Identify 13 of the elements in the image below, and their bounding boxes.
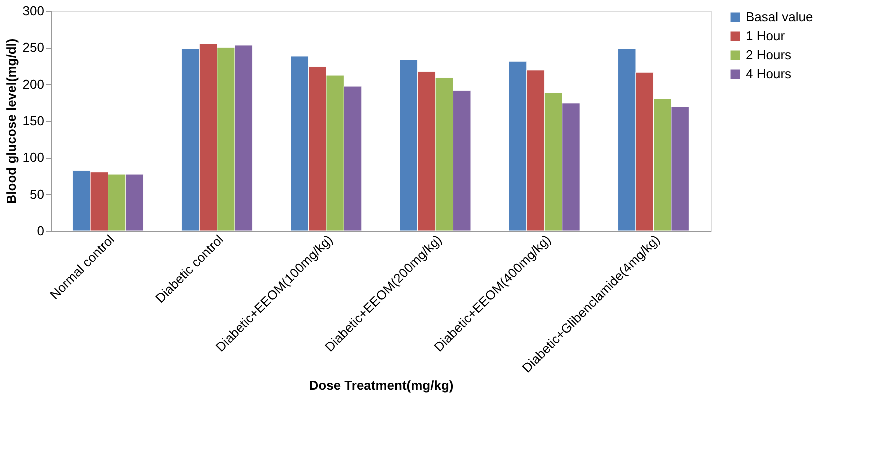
y-tick-label: 250 (22, 40, 44, 56)
x-axis-title: Dose Treatment(mg/kg) (309, 378, 454, 393)
legend-label: 2 Hours (746, 48, 792, 62)
y-tick-label: 50 (30, 186, 44, 202)
y-tick-label: 200 (22, 76, 44, 92)
legend-label: 1 Hour (746, 28, 786, 44)
y-tick-label: 100 (22, 150, 44, 166)
y-axis-title: Blood glucose level(mg/dl) (4, 38, 19, 204)
y-tick-label: 300 (22, 4, 44, 18)
legend-label: 4 Hours (746, 66, 792, 82)
legend-label: Basal value (746, 10, 814, 24)
y-tick-label: 150 (22, 114, 44, 128)
y-tick-label: 0 (37, 224, 44, 238)
